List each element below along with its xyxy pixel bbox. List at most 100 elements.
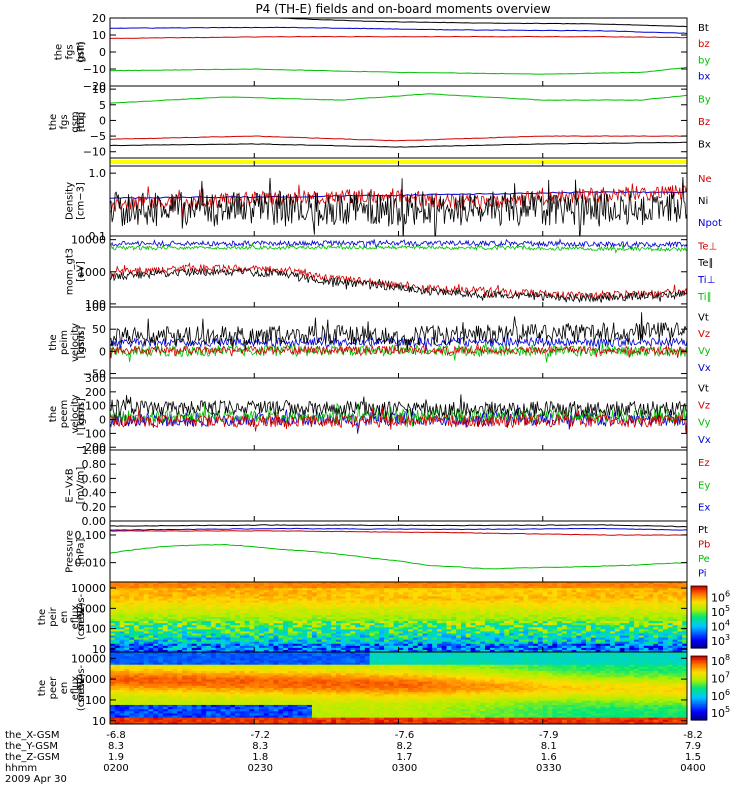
spectrogram-cell bbox=[355, 586, 361, 589]
spectrogram-cell bbox=[518, 592, 525, 595]
spectrogram-cell bbox=[436, 643, 443, 647]
spectrogram-cell bbox=[119, 592, 126, 595]
spectrogram-cell bbox=[610, 633, 616, 637]
spectrogram-cell bbox=[446, 594, 452, 598]
spectrogram-cell bbox=[134, 688, 140, 691]
spectrogram-cell bbox=[220, 602, 226, 606]
spectrogram-cell bbox=[326, 641, 332, 645]
spectrogram-cell bbox=[384, 600, 390, 604]
spectrogram-cell bbox=[441, 619, 448, 622]
spectrogram-cell bbox=[162, 627, 169, 630]
spectrogram-cell bbox=[114, 679, 121, 683]
spectrogram-cell bbox=[162, 677, 169, 681]
spectrogram-cell bbox=[624, 635, 630, 639]
spectrogram-cell bbox=[465, 631, 472, 635]
spectrogram-cell bbox=[634, 637, 640, 641]
spectrogram-cell bbox=[191, 660, 198, 664]
spectrogram-cell bbox=[412, 586, 419, 589]
spectrogram-cell bbox=[619, 641, 626, 645]
spectrogram-cell bbox=[201, 627, 207, 630]
spectrogram-cell bbox=[177, 677, 183, 681]
spectrogram-cell bbox=[129, 707, 135, 710]
spectrogram-cell bbox=[167, 645, 174, 649]
spectrogram-cell bbox=[196, 584, 202, 587]
spectrogram-cell bbox=[475, 649, 481, 652]
spectrogram-cell bbox=[682, 594, 687, 598]
spectrogram-cell bbox=[581, 586, 587, 589]
spectrogram-cell bbox=[129, 700, 135, 704]
spectrogram-cell bbox=[129, 586, 135, 589]
spectrogram-cell bbox=[417, 610, 424, 614]
spectrogram-cell bbox=[263, 625, 270, 628]
spectrogram-cell bbox=[595, 608, 602, 612]
spectrogram-cell bbox=[489, 645, 496, 649]
spectrogram-cell bbox=[436, 635, 443, 639]
colorbar-step bbox=[691, 595, 707, 597]
spectrogram-cell bbox=[287, 645, 294, 649]
spectrogram-cell bbox=[172, 619, 178, 622]
spectrogram-cell bbox=[499, 614, 505, 618]
spectrogram-cell bbox=[158, 666, 164, 670]
spectrogram-cell bbox=[249, 617, 255, 620]
spectrogram-cell bbox=[158, 641, 164, 645]
spectrogram-cell bbox=[148, 698, 154, 702]
spectrogram-cell bbox=[446, 604, 452, 608]
spectrogram-cell bbox=[523, 610, 529, 614]
spectrogram-cell bbox=[230, 606, 236, 610]
spectrogram-cell bbox=[114, 681, 121, 685]
y-axis-label: gsm bbox=[76, 332, 87, 353]
spectrogram-cell bbox=[658, 641, 664, 645]
spectrogram-cell bbox=[119, 637, 126, 641]
spectrogram-cell bbox=[533, 612, 539, 616]
spectrogram-cell bbox=[605, 588, 611, 591]
spectrogram-cell bbox=[340, 633, 347, 637]
spectrogram-cell bbox=[658, 600, 664, 604]
spectrogram-cell bbox=[494, 639, 501, 643]
spectrogram-cell bbox=[235, 602, 241, 606]
spectrogram-cell bbox=[134, 668, 140, 672]
spectrogram-cell bbox=[167, 658, 174, 662]
spectrogram-cell bbox=[629, 598, 635, 602]
spectrogram-cell bbox=[499, 633, 505, 637]
spectrogram-cell bbox=[590, 592, 597, 595]
spectrogram-cell bbox=[379, 608, 385, 612]
spectrogram-cell bbox=[254, 629, 260, 633]
spectrogram-cell bbox=[239, 586, 246, 589]
spectrogram-cell bbox=[191, 713, 198, 717]
legend-entry: Vy bbox=[698, 418, 711, 429]
spectrogram-cell bbox=[470, 590, 477, 593]
spectrogram-cell bbox=[162, 641, 169, 645]
spectrogram-cell bbox=[235, 604, 241, 608]
spectrogram-cell bbox=[230, 625, 236, 628]
spectrogram-cell bbox=[576, 647, 582, 651]
legend-entry: Npot bbox=[698, 218, 722, 229]
spectrogram-cell bbox=[167, 612, 174, 616]
spectrogram-cell bbox=[465, 610, 472, 614]
spectrogram-cell bbox=[177, 688, 183, 691]
spectrogram-cell bbox=[422, 584, 428, 587]
spectrogram-cell bbox=[114, 610, 121, 614]
spectrogram-cell bbox=[259, 582, 265, 585]
spectrogram-cell bbox=[619, 633, 626, 637]
spectrogram-cell bbox=[566, 582, 573, 585]
spectrogram-cell bbox=[259, 633, 265, 637]
spectrogram-cell bbox=[384, 598, 390, 602]
spectrogram-cell bbox=[456, 588, 462, 591]
spectrogram-cell bbox=[600, 598, 606, 602]
spectrogram-cell bbox=[191, 656, 198, 659]
spectrogram-cell bbox=[581, 635, 587, 639]
panel-frame bbox=[109, 520, 688, 583]
spectrogram-cell bbox=[561, 649, 568, 652]
spectrogram-cell bbox=[110, 652, 116, 655]
spectrogram-cell bbox=[658, 592, 664, 595]
spectrogram-cell bbox=[210, 602, 217, 606]
spectrogram-cell bbox=[600, 592, 606, 595]
spectrogram-cell bbox=[552, 619, 558, 622]
spectrogram-cell bbox=[153, 660, 159, 664]
spectrogram-cell bbox=[124, 685, 130, 689]
y-tick-label: 5 bbox=[99, 99, 106, 112]
spectrogram-cell bbox=[196, 590, 202, 593]
spectrogram-cell bbox=[667, 608, 674, 612]
spectrogram-cell bbox=[662, 600, 669, 604]
